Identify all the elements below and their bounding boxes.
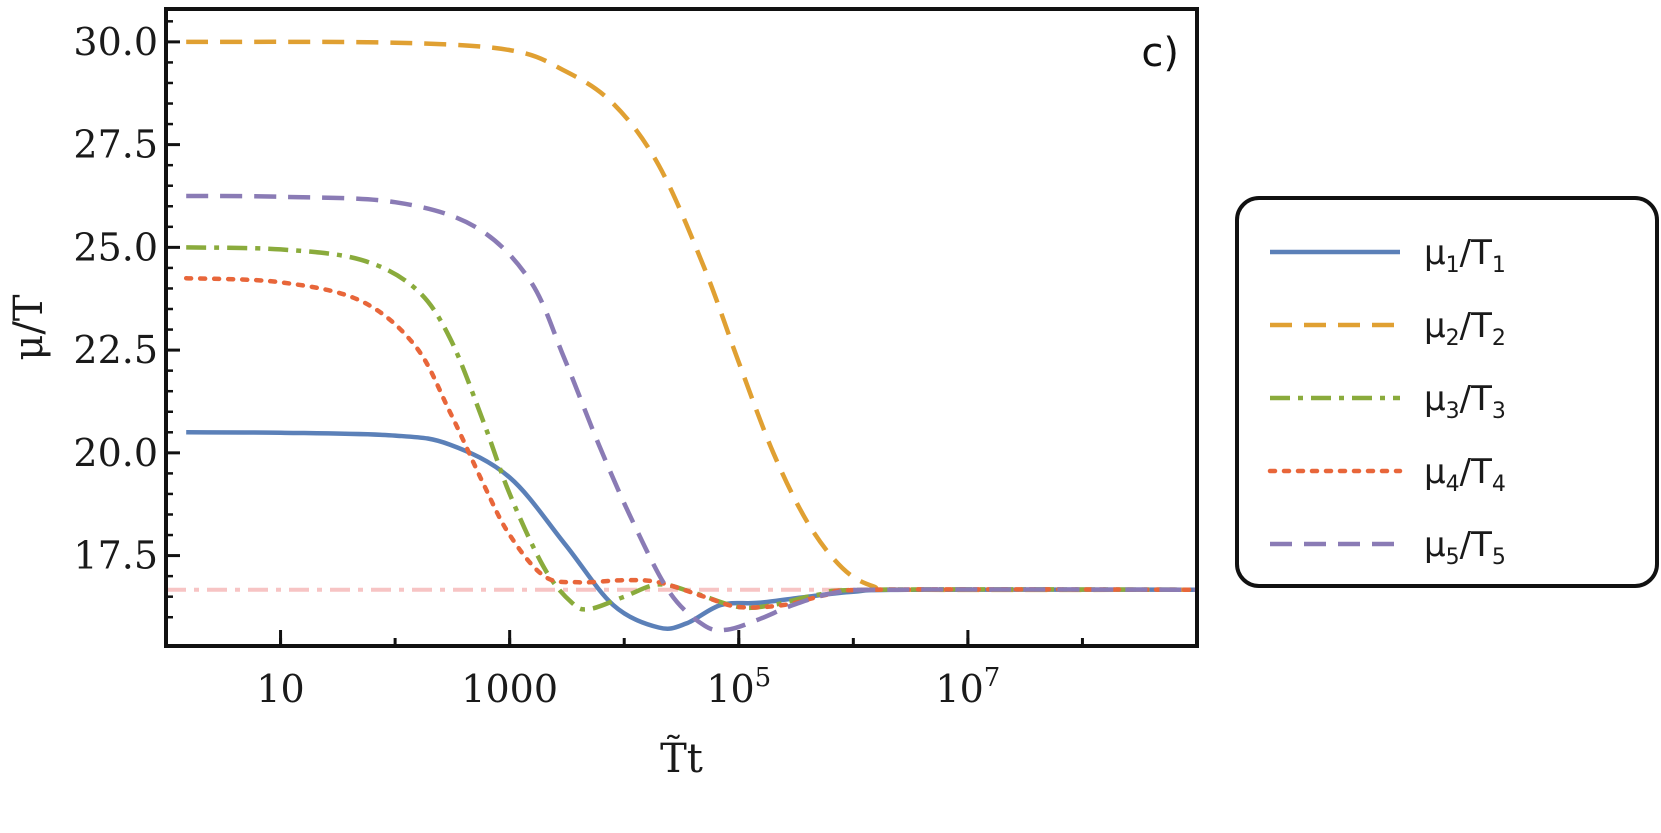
legend-label-1: μ1/T1 bbox=[1424, 233, 1506, 278]
series-layer bbox=[183, 39, 1197, 633]
legend-label-4: μ4/T4 bbox=[1424, 452, 1506, 497]
x-axis: 10 1000 105 107 bbox=[164, 630, 1199, 711]
legend-label-2: μ2/T2 bbox=[1424, 306, 1506, 351]
series-line-2 bbox=[186, 39, 1197, 593]
y-tick-label: 30.0 bbox=[73, 20, 158, 64]
series-line-5 bbox=[186, 193, 1197, 633]
y-tick-label: 27.5 bbox=[73, 123, 158, 167]
x-tick-label: 1000 bbox=[461, 667, 558, 711]
y-tick-label: 22.5 bbox=[73, 328, 158, 372]
y-tick-label: 25.0 bbox=[73, 225, 158, 269]
legend-label-3: μ3/T3 bbox=[1424, 379, 1506, 424]
x-tick-label: 107 bbox=[935, 663, 1000, 711]
y-axis-title: μ/T bbox=[6, 294, 52, 360]
series-line-3 bbox=[186, 245, 1197, 612]
series-line-1 bbox=[186, 430, 1197, 631]
plot-frame bbox=[164, 7, 1199, 648]
legend-label-5: μ5/T5 bbox=[1424, 525, 1506, 570]
series-line-4 bbox=[183, 275, 1197, 610]
legend: μ1/T1 μ2/T2 μ3/T3 μ4/T4 μ5/T5 bbox=[1235, 196, 1659, 588]
y-tick-label: 17.5 bbox=[73, 534, 158, 578]
panel-label: c) bbox=[1141, 30, 1179, 76]
x-axis-title: T̃t bbox=[660, 735, 703, 782]
x-tick-label: 105 bbox=[706, 663, 771, 711]
y-tick-label: 20.0 bbox=[73, 431, 158, 475]
y-axis: 17.5 20.0 22.5 25.0 27.5 30.0 bbox=[73, 20, 180, 619]
legend-box bbox=[1235, 196, 1659, 588]
x-tick-label: 10 bbox=[256, 667, 304, 711]
